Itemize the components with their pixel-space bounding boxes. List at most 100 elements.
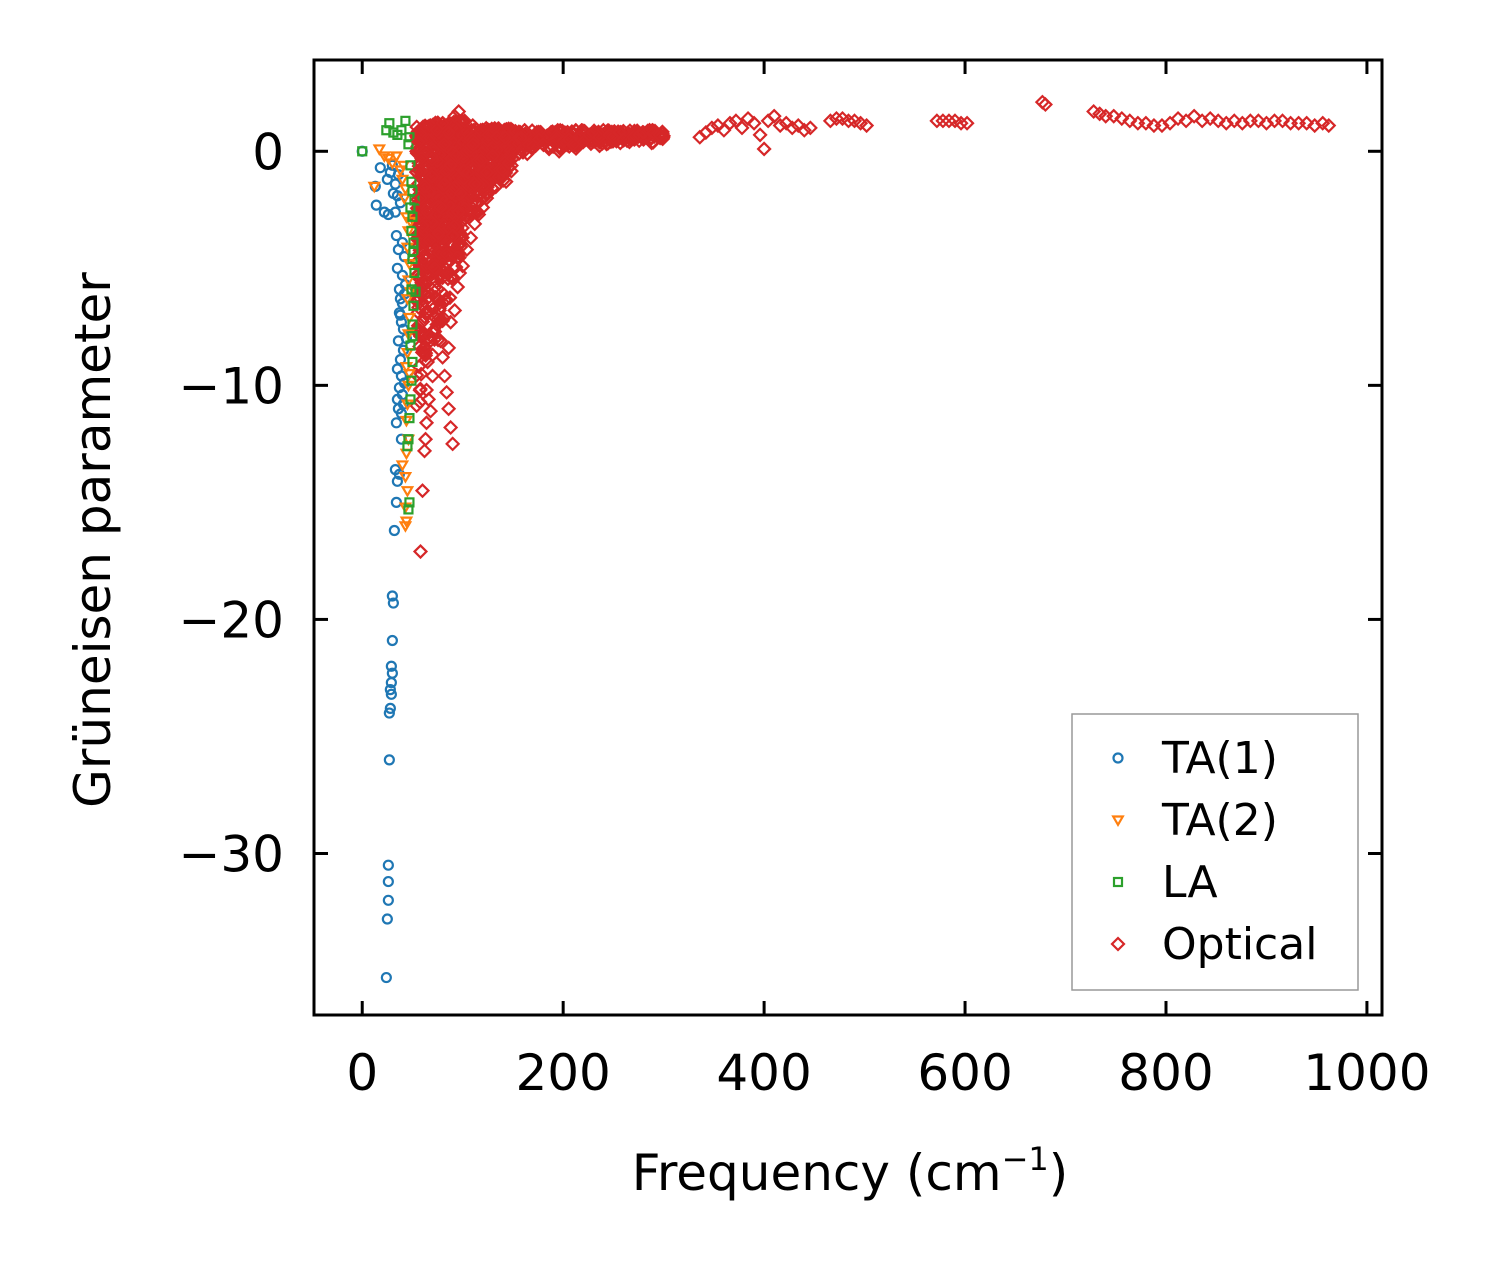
optical-dense-point	[412, 382, 428, 398]
data-point	[1210, 113, 1226, 129]
data-point	[439, 384, 455, 400]
data-point	[391, 475, 403, 487]
optical-dense-point	[424, 169, 440, 185]
legend-marker-optical	[1110, 936, 1126, 952]
x-axis-label-main: Frequency (cm	[632, 1144, 1002, 1202]
optical-dense-point	[409, 119, 425, 135]
data-point	[1299, 115, 1315, 131]
data-point	[420, 391, 437, 407]
data-point	[421, 232, 438, 248]
data-point	[479, 190, 495, 206]
data-point	[447, 302, 463, 319]
legend-item-ta2: TA(2)	[1111, 795, 1278, 846]
data-point	[485, 148, 501, 164]
data-point	[377, 151, 392, 163]
data-point	[853, 115, 869, 131]
data-point	[395, 316, 408, 328]
data-point	[635, 125, 652, 141]
data-point	[784, 120, 800, 136]
x-tick-label: 1000	[1303, 1044, 1430, 1102]
data-point	[704, 120, 720, 136]
data-point	[439, 246, 455, 262]
data-point	[756, 141, 772, 157]
data-point	[437, 176, 453, 192]
optical-dense-point	[511, 129, 527, 146]
optical-dense-point	[412, 196, 428, 212]
data-point	[407, 331, 418, 342]
data-point	[1037, 96, 1053, 113]
y-tick-label: −10	[178, 357, 284, 415]
optical-dense-point	[430, 227, 446, 243]
data-point	[396, 125, 407, 136]
data-point	[929, 113, 945, 129]
data-point	[367, 181, 381, 194]
data-point	[437, 368, 453, 384]
data-point	[481, 127, 497, 143]
optical-dense-point	[443, 151, 459, 167]
data-point	[400, 294, 415, 306]
data-point	[451, 103, 467, 120]
data-point	[1250, 113, 1266, 129]
data-point	[1170, 110, 1186, 127]
data-point	[521, 136, 537, 152]
optical-dense-point	[454, 214, 470, 230]
data-point	[384, 118, 395, 129]
optical-dense-point	[456, 171, 472, 187]
data-point	[734, 120, 750, 136]
data-point	[409, 195, 420, 206]
legend-label-la: LA	[1162, 857, 1218, 908]
data-point	[372, 144, 387, 156]
data-point	[722, 115, 738, 131]
data-point	[429, 291, 445, 307]
data-point	[416, 178, 433, 194]
legend-label-ta2: TA(2)	[1161, 795, 1278, 846]
data-point	[405, 340, 416, 351]
data-point	[420, 305, 437, 321]
data-point	[403, 139, 414, 150]
data-point	[450, 279, 466, 295]
data-point	[382, 875, 394, 888]
data-point	[443, 314, 459, 330]
data-point	[457, 113, 473, 129]
optical-dense-point	[414, 225, 430, 241]
data-point	[443, 157, 459, 173]
data-point	[382, 859, 394, 871]
data-point	[417, 274, 434, 290]
optical-dense-point	[436, 136, 452, 153]
data-point	[402, 441, 413, 452]
optical-dense-point	[449, 249, 465, 265]
data-point	[405, 394, 416, 405]
data-point	[1154, 117, 1170, 134]
optical-dense-point	[591, 126, 607, 142]
optical-dense-point	[412, 125, 428, 142]
legend-marker-la	[1112, 876, 1124, 888]
data-point	[424, 347, 441, 363]
data-point	[402, 312, 417, 325]
data-point	[385, 688, 397, 700]
data-point	[391, 262, 403, 274]
data-point	[433, 333, 449, 349]
data-point	[467, 176, 483, 192]
data-point	[441, 340, 457, 356]
data-point	[416, 340, 433, 356]
data-point	[1258, 115, 1275, 131]
legend-label-ta1: TA(1)	[1161, 733, 1278, 784]
data-point	[407, 319, 418, 330]
data-point	[631, 127, 648, 143]
optical-dense-point	[616, 124, 632, 140]
data-point	[463, 230, 479, 246]
x-tick-label: 400	[716, 1044, 811, 1102]
legend-marker-ta1	[1112, 752, 1124, 764]
data-point	[385, 158, 400, 170]
legend-label-optical: Optical	[1162, 919, 1317, 970]
data-point	[449, 148, 465, 164]
legend-marker-shape	[1110, 936, 1126, 952]
data-point	[427, 284, 443, 300]
data-point	[959, 115, 975, 131]
data-point	[407, 211, 418, 222]
x-axis-label: Frequency (cm−1)	[632, 1140, 1069, 1202]
series-optical	[408, 94, 1337, 560]
optical-dense-point	[424, 148, 440, 164]
plot-frame	[312, 58, 1384, 1017]
data-point	[384, 702, 396, 714]
